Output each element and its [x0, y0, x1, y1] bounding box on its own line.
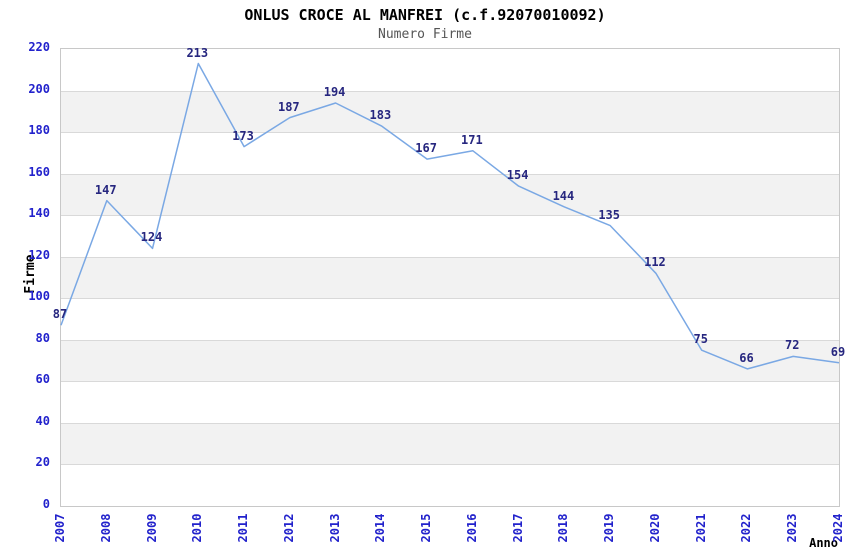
- x-tick-label: 2008: [98, 513, 113, 543]
- chart-title: ONLUS CROCE AL MANFREI (c.f.92070010092): [244, 6, 606, 24]
- plot-band: [61, 90, 839, 133]
- x-tick-label: 2009: [144, 513, 159, 543]
- x-tick-label: 2021: [693, 513, 708, 543]
- x-tick-label: 2014: [373, 513, 388, 543]
- y-tick-label: 0: [42, 497, 50, 511]
- chart-subtitle: Numero Firme: [378, 27, 472, 42]
- y-tick-label: 180: [28, 123, 50, 138]
- x-tick-label: 2015: [419, 513, 434, 543]
- y-tick-label: 120: [28, 247, 50, 262]
- data-label: 187: [277, 99, 300, 114]
- data-label: 213: [186, 45, 209, 60]
- plot-band: [61, 132, 839, 174]
- gridline: [61, 339, 839, 341]
- data-label: 75: [693, 332, 708, 347]
- data-label: 69: [830, 344, 846, 359]
- x-tick-label: 2012: [281, 513, 296, 543]
- gridline: [61, 173, 839, 175]
- gridline: [61, 381, 839, 383]
- line-plot: [60, 62, 840, 370]
- plot-band: [61, 298, 839, 340]
- y-tick-label: 220: [28, 40, 50, 54]
- gridline: [61, 132, 839, 134]
- x-tick-label: 2010: [190, 513, 205, 543]
- data-label: 194: [323, 85, 346, 99]
- plot-band: [61, 464, 839, 506]
- x-tick-label: 2011: [236, 513, 251, 543]
- data-line: [60, 62, 840, 370]
- data-label: 135: [598, 207, 621, 222]
- plot-band: [61, 422, 839, 465]
- data-label: 183: [369, 107, 392, 122]
- x-tick-label: 2020: [647, 513, 662, 543]
- gridline: [61, 215, 839, 217]
- data-label: 87: [52, 307, 68, 322]
- y-tick-label: 200: [28, 81, 50, 96]
- y-tick-label: 140: [28, 206, 50, 221]
- data-label: 171: [461, 132, 483, 147]
- x-tick-label: 2023: [785, 513, 800, 543]
- data-label: 173: [232, 128, 254, 143]
- x-tick-label: 2019: [602, 513, 617, 543]
- data-label: 154: [506, 168, 529, 183]
- x-tick-label: 2024: [831, 513, 845, 543]
- y-tick-label: 60: [35, 372, 50, 387]
- x-tick-label: 2013: [327, 513, 342, 543]
- data-label: 147: [94, 182, 117, 197]
- plot-band: [61, 381, 839, 423]
- gridline: [61, 256, 839, 258]
- plot-band: [61, 215, 839, 257]
- plot-band: [61, 49, 839, 91]
- x-axis-title: Anno: [809, 536, 838, 550]
- gridline: [61, 90, 839, 92]
- plot-area: [60, 48, 840, 507]
- x-tick-label: 2017: [510, 513, 525, 543]
- plot-band: [61, 173, 839, 216]
- gridline: [61, 298, 839, 300]
- gridline: [61, 464, 839, 466]
- plot-band: [61, 339, 839, 382]
- y-tick-label: 80: [35, 330, 50, 345]
- data-label: 72: [785, 338, 800, 353]
- plot-band: [61, 256, 839, 299]
- gridline: [61, 422, 839, 424]
- y-tick-label: 40: [35, 413, 50, 428]
- y-tick-label: 20: [35, 455, 50, 470]
- x-tick-label: 2016: [464, 513, 479, 543]
- data-label: 167: [415, 141, 437, 156]
- data-label: 66: [739, 350, 754, 365]
- y-tick-label: 100: [28, 289, 50, 304]
- data-label: 112: [644, 255, 666, 270]
- x-tick-label: 2007: [53, 513, 67, 543]
- data-label: 144: [552, 188, 575, 203]
- x-tick-label: 2022: [739, 513, 754, 543]
- y-tick-label: 160: [28, 164, 50, 179]
- data-label: 124: [140, 230, 163, 245]
- x-tick-label: 2018: [556, 513, 571, 543]
